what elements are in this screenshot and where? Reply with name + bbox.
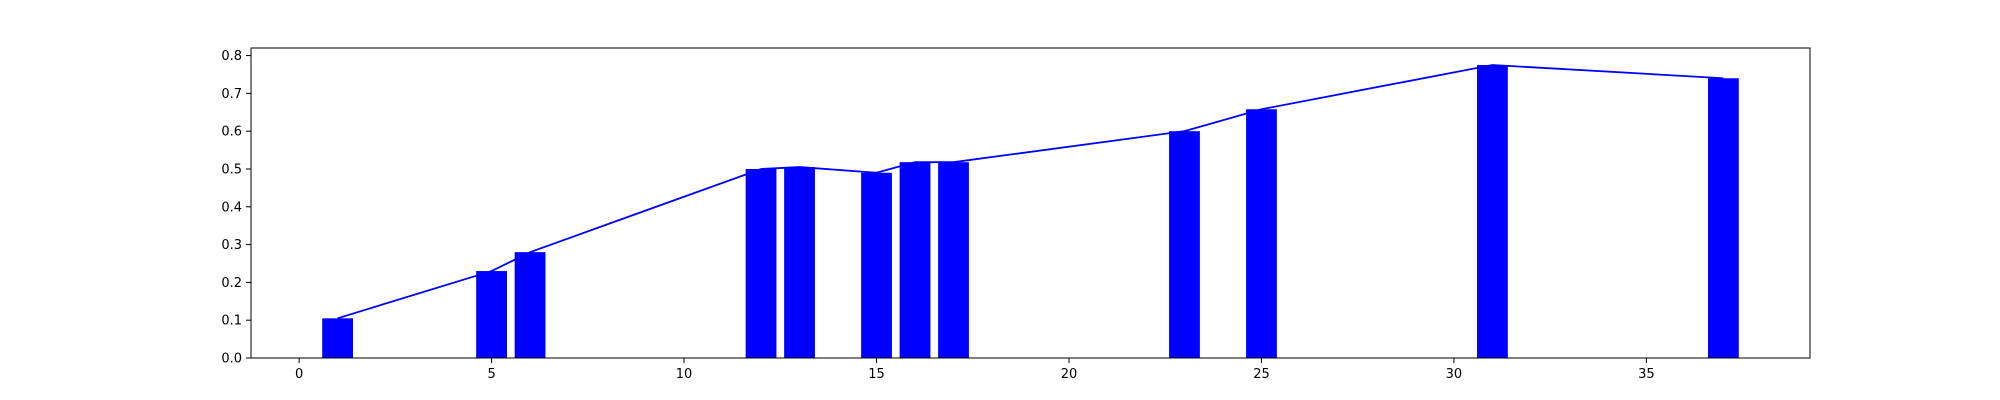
bar-7	[938, 162, 969, 358]
bar-9	[1246, 109, 1277, 359]
bar-8	[1169, 131, 1200, 358]
y-tick-label-1: 0.1	[221, 314, 242, 329]
bar-3	[745, 168, 777, 358]
axes-layer	[250, 47, 1811, 359]
bar-0	[322, 318, 354, 358]
bar-1	[476, 271, 507, 358]
y-tick-label-0: 0.0	[221, 352, 242, 367]
plot-frame	[250, 47, 1811, 359]
x-tick-label-4: 20	[1061, 367, 1078, 382]
y-tick-label-4: 0.4	[221, 200, 242, 215]
y-tick-label-2: 0.2	[221, 276, 242, 291]
bar-5	[861, 172, 892, 358]
y-tick-label-8: 0.8	[221, 49, 242, 64]
y-tick-label-7: 0.7	[221, 87, 242, 102]
y-tick-label-5: 0.5	[221, 162, 242, 177]
x-tick-label-2: 10	[676, 367, 693, 382]
x-tick-label-0: 0	[295, 367, 303, 382]
x-tick-label-7: 35	[1638, 367, 1655, 382]
x-tick-label-6: 30	[1446, 367, 1463, 382]
bar-6	[899, 162, 931, 358]
x-tick-label-3: 15	[868, 367, 885, 382]
x-tick-label-1: 5	[487, 367, 495, 382]
y-tick-label-3: 0.3	[221, 238, 242, 253]
bar-4	[784, 167, 815, 358]
bar-11	[1707, 78, 1739, 359]
series-line	[337, 64, 1724, 320]
bar-10	[1477, 65, 1508, 358]
x-tick-label-5: 25	[1253, 367, 1270, 382]
y-tick-label-6: 0.6	[221, 125, 242, 140]
ticks-layer: 0 5 10 15 20 25 30 35 0.0 0.1 0.2 0.3 0.4 0.5 0.6 0.7 0.…	[221, 49, 1654, 382]
line-layer	[337, 64, 1724, 320]
bar-2	[514, 252, 546, 358]
bars-layer	[322, 65, 1739, 359]
